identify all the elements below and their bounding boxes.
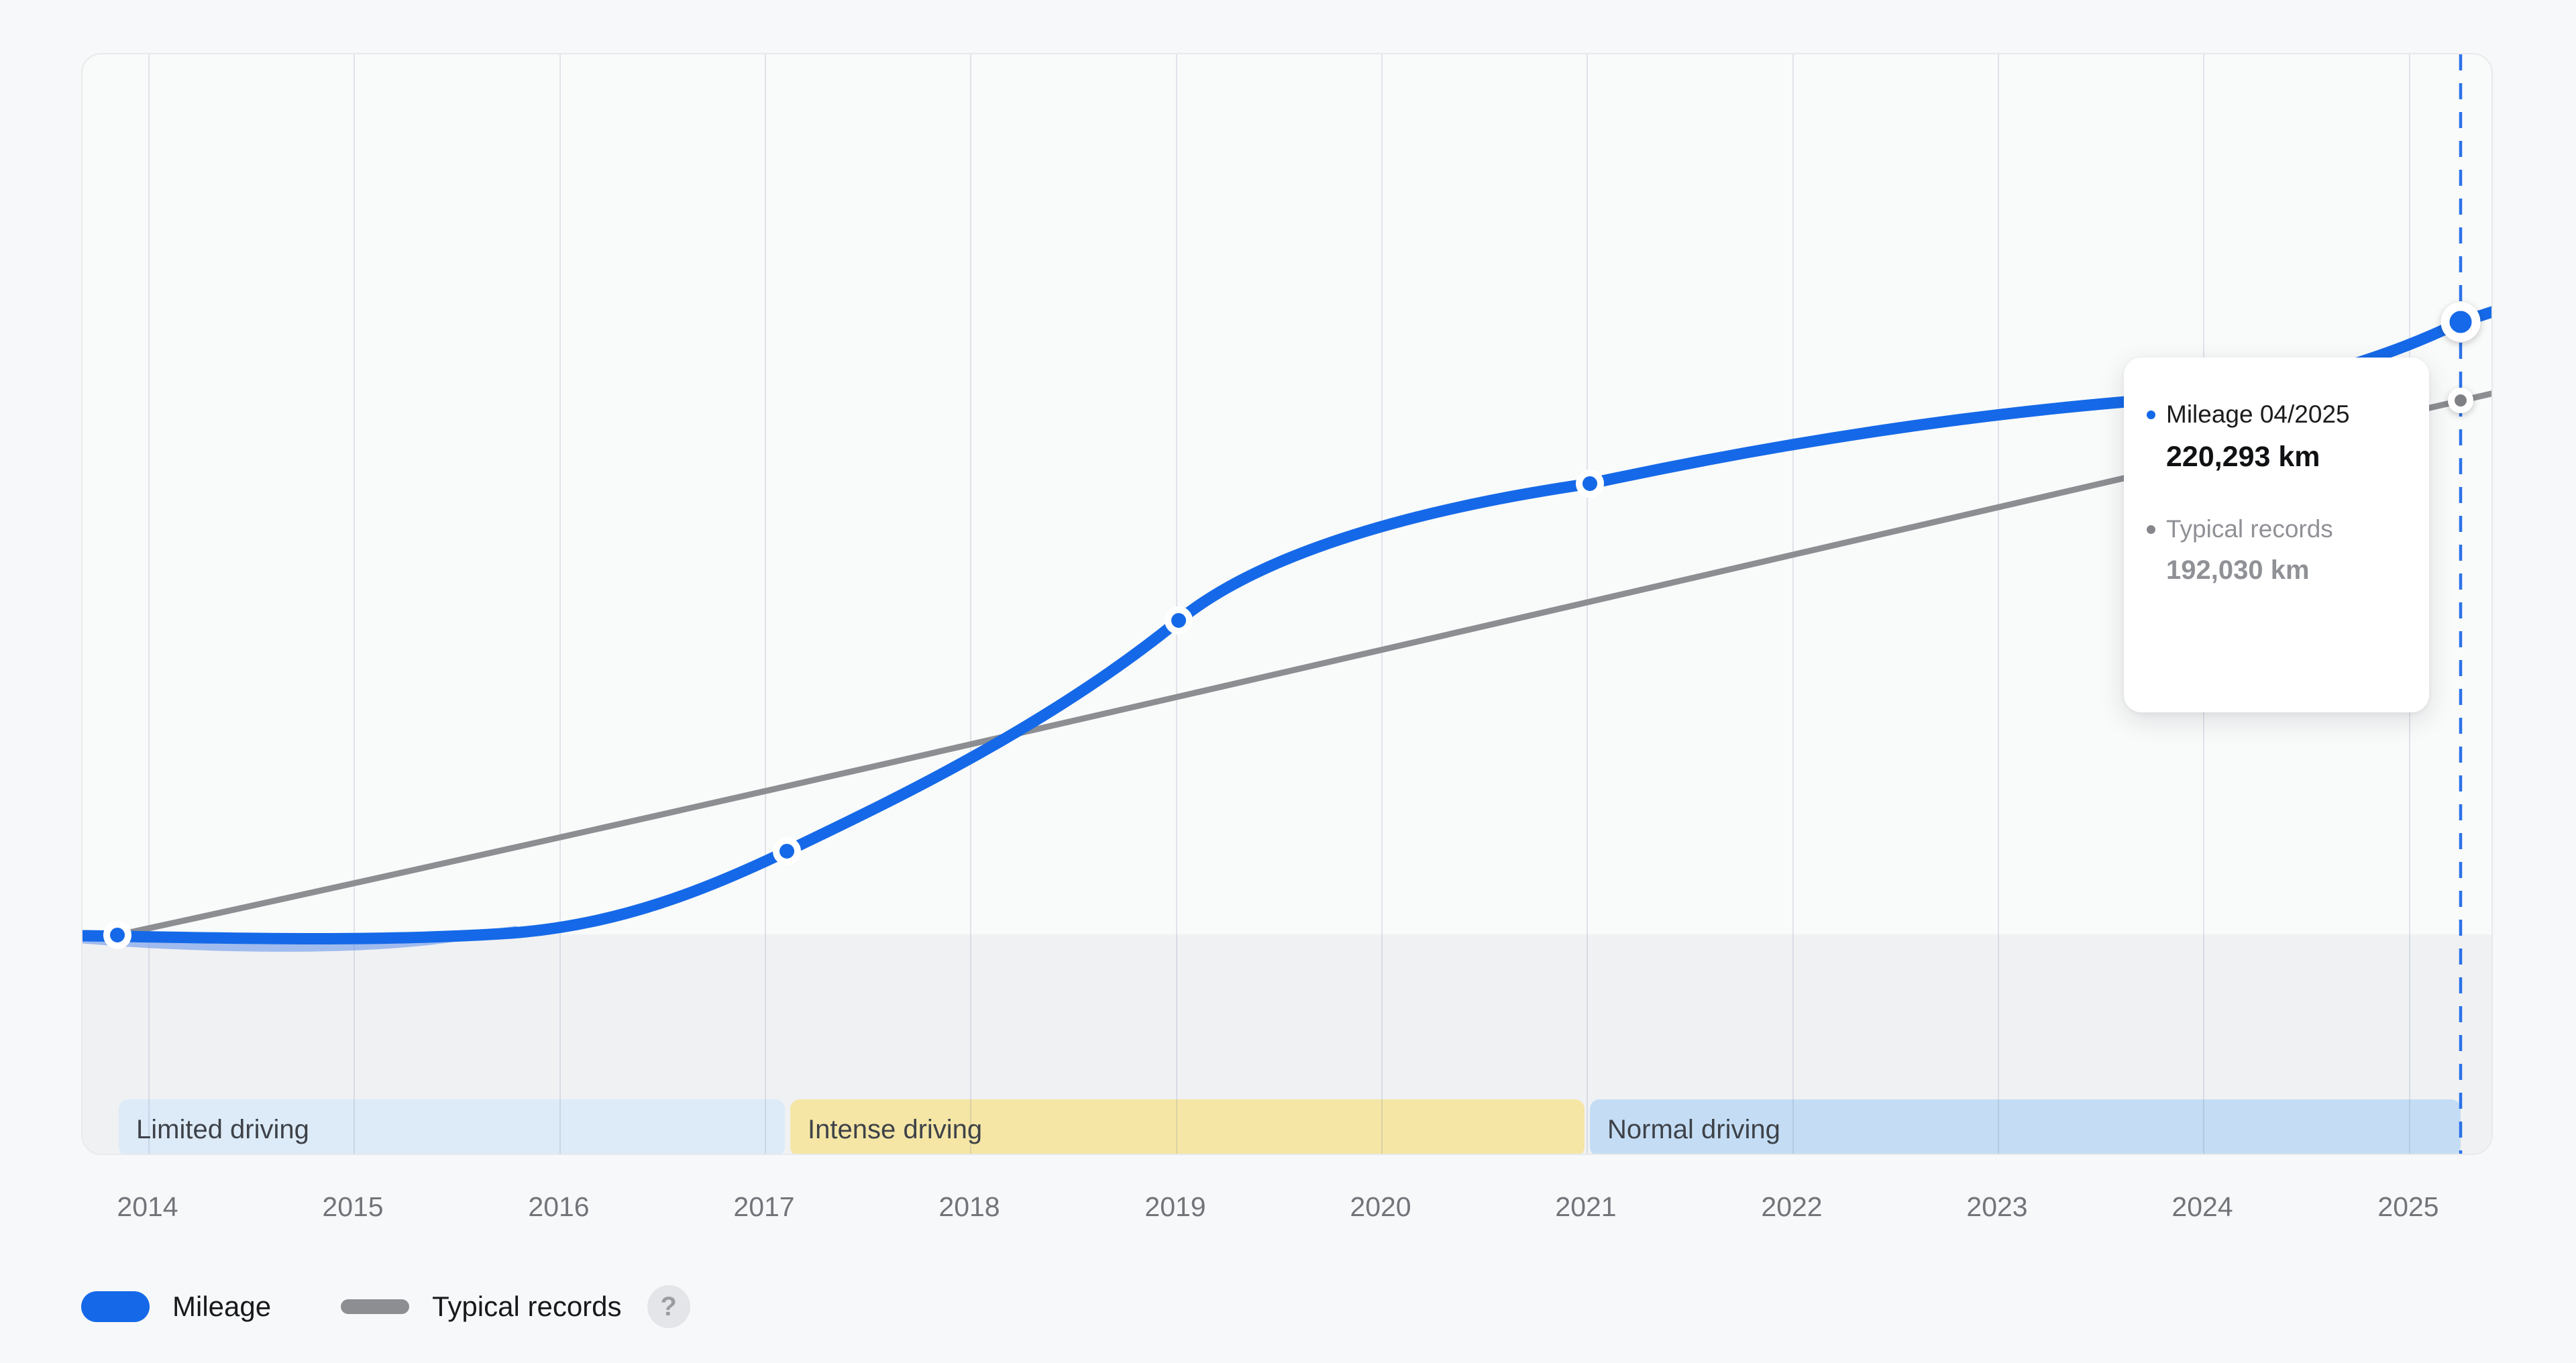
x-tick-2019: 2019 (1144, 1191, 1206, 1222)
record-dot-2014[interactable] (103, 921, 131, 949)
x-tick-2015: 2015 (322, 1191, 384, 1222)
tooltip-typical-value: 192,030 km (2166, 555, 2310, 585)
driving-bands (119, 1099, 2461, 1154)
band-intense-driving (790, 1099, 1585, 1154)
x-tick-2014: 2014 (117, 1191, 178, 1222)
band-label-normal: Normal driving (1607, 1115, 1780, 1144)
legend-mileage-label: Mileage (172, 1291, 272, 1322)
tooltip-mileage-label: Mileage 04/2025 (2166, 400, 2350, 428)
typical-bullet-icon (2147, 525, 2155, 534)
legend-typical-label: Typical records (432, 1291, 622, 1322)
typical-legend-swatch-icon (341, 1299, 410, 1314)
tooltip-typical-label: Typical records (2166, 515, 2333, 543)
chart-tooltip: Mileage 04/2025 220,293 km Typical recor… (2124, 358, 2429, 712)
x-tick-2024: 2024 (2171, 1191, 2233, 1222)
x-tick-2017: 2017 (733, 1191, 795, 1222)
band-limited-driving (119, 1099, 785, 1154)
x-tick-2022: 2022 (1761, 1191, 1823, 1222)
record-dot-2021[interactable] (1576, 470, 1604, 498)
mileage-current-dot[interactable] (2440, 302, 2481, 342)
mileage-bullet-icon (2147, 410, 2155, 419)
x-tick-2016: 2016 (528, 1191, 590, 1222)
x-tick-2023: 2023 (1966, 1191, 2028, 1222)
tooltip-mileage-value: 220,293 km (2166, 441, 2320, 473)
mileage-record-markers[interactable] (103, 302, 2481, 949)
band-normal-driving (1590, 1099, 2461, 1154)
mileage-legend-swatch-icon (81, 1291, 150, 1322)
help-icon[interactable]: ? (647, 1285, 690, 1328)
record-dot-2019[interactable] (1165, 606, 1193, 635)
mileage-chart[interactable]: Limited driving Intense driving Normal d… (81, 53, 2493, 1155)
x-tick-2025: 2025 (2377, 1191, 2439, 1222)
x-tick-2020: 2020 (1350, 1191, 1411, 1222)
band-label-intense: Intense driving (808, 1115, 982, 1144)
x-tick-2018: 2018 (938, 1191, 1000, 1222)
typical-current-dot[interactable] (2448, 388, 2473, 413)
tooltip-mileage-row: Mileage 04/2025 (2147, 400, 2405, 429)
tooltip-typical-row: Typical records (2147, 515, 2405, 543)
band-label-limited: Limited driving (136, 1115, 309, 1144)
chart-legend: Mileage Typical records ? (81, 1285, 690, 1328)
x-tick-2021: 2021 (1555, 1191, 1617, 1222)
record-dot-2017[interactable] (773, 837, 801, 865)
typical-records-line (114, 390, 2491, 938)
